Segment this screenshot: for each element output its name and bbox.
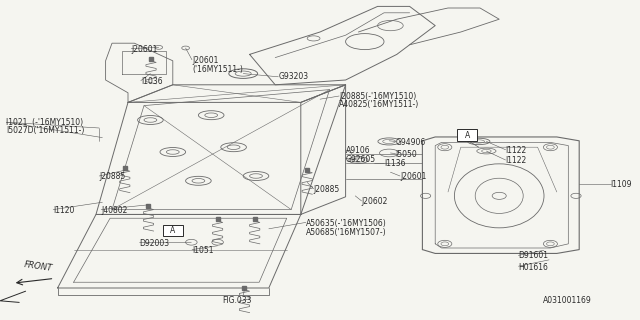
Text: I1122: I1122 [506, 146, 527, 155]
Text: ('16MY1511-): ('16MY1511-) [192, 65, 243, 74]
Text: FIG.033: FIG.033 [223, 296, 252, 305]
Text: A: A [170, 226, 175, 235]
Text: A9106: A9106 [346, 146, 370, 155]
Text: A50635(-'16MY1506): A50635(-'16MY1506) [306, 219, 387, 228]
Text: FRONT: FRONT [24, 260, 53, 273]
Text: I5050: I5050 [396, 150, 417, 159]
Text: A: A [465, 131, 470, 140]
Text: I1122: I1122 [506, 156, 527, 165]
Text: A031001169: A031001169 [543, 296, 591, 305]
Text: D92003: D92003 [140, 239, 170, 248]
Text: J20601: J20601 [131, 45, 157, 54]
Text: J20885: J20885 [314, 185, 340, 194]
Text: I1109: I1109 [611, 180, 632, 189]
Text: I1136: I1136 [384, 159, 406, 168]
Text: H01616: H01616 [518, 263, 548, 272]
Text: J40802: J40802 [101, 206, 127, 215]
FancyBboxPatch shape [163, 225, 183, 236]
Text: I5027D('16MY1511-): I5027D('16MY1511-) [6, 126, 84, 135]
Text: I1036: I1036 [141, 77, 163, 86]
Text: I1120: I1120 [53, 206, 74, 215]
Text: G93203: G93203 [278, 72, 308, 81]
Text: J20601: J20601 [400, 172, 426, 181]
Text: J20601: J20601 [192, 56, 218, 65]
Text: J20885(-'16MY1510): J20885(-'16MY1510) [339, 92, 417, 101]
Text: D91601: D91601 [518, 252, 548, 260]
Text: J20602: J20602 [362, 197, 388, 206]
Text: J20885: J20885 [99, 172, 125, 181]
Text: A50685('16MY1507-): A50685('16MY1507-) [306, 228, 387, 236]
Text: G92605: G92605 [346, 155, 376, 164]
FancyBboxPatch shape [457, 129, 477, 141]
Text: A40825('16MY1511-): A40825('16MY1511-) [339, 100, 419, 109]
Text: G94906: G94906 [396, 138, 426, 147]
Text: I1051: I1051 [192, 246, 214, 255]
Text: I1021  (-'16MY1510): I1021 (-'16MY1510) [6, 118, 84, 127]
